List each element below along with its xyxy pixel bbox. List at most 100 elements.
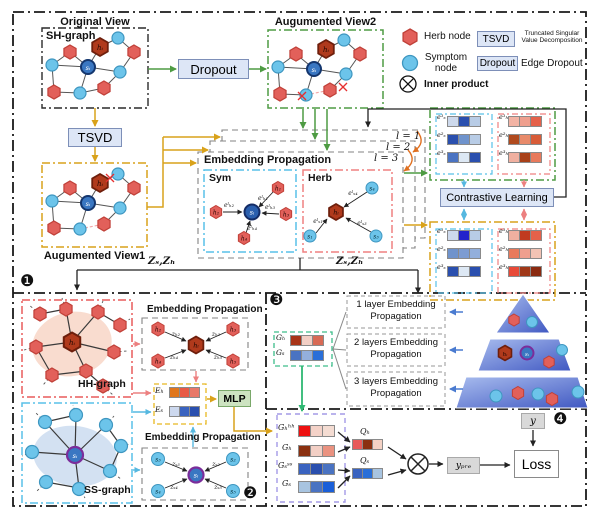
svg-text:h₄: h₄ [241,236,248,243]
legend-icons [399,29,419,93]
mlp-box: MLP [218,390,251,407]
layer-3-label: l = 3 [374,153,399,164]
legend-tsvd-desc: Truncated Singular Value Decomposition [521,30,583,45]
emb-label: e³ₛ [437,149,446,157]
augmented-view1-graph [46,168,140,235]
svg-text:eˡₛ₃: eˡₛ₃ [357,220,367,227]
g-hh-label: Gₕʰʰ [278,423,295,432]
hh-graph [23,298,130,395]
svg-text:h₄: h₄ [155,359,162,366]
svg-text:sᵢ: sᵢ [312,66,317,74]
g-h2-label: Gₕ [282,443,292,452]
g-s2-bar [298,481,335,493]
svg-text:hᵢ: hᵢ [97,44,104,52]
emb-label: e¹ₛ [437,113,446,121]
augmented-view2-label: Augumented View2 [274,16,377,28]
svg-text:zₛ₅: zₛ₅ [213,484,222,491]
section-1-marker: ❶ [20,273,35,290]
symptom-node-icon [401,54,419,72]
loss-box: Loss [514,450,559,478]
svg-text:eˡₛ₄: eˡₛ₄ [348,190,358,197]
svg-text:zₕ₂: zₕ₂ [171,331,181,338]
q-h-bar [352,439,383,450]
section-3-marker: ❸ [269,292,284,309]
g-h-label: Gₕ [276,333,286,342]
embedding-bar [447,116,481,127]
svg-text:eˡₕ₂: eˡₕ₂ [224,202,235,209]
svg-text:s₃: s₃ [155,457,161,464]
svg-text:h₅: h₅ [230,359,237,366]
svg-text:sᵢ: sᵢ [194,472,199,480]
embedding-bar [447,266,481,277]
section-2-marker: ❷ [243,485,258,502]
tsvd-box: TSVD [68,128,122,147]
ss-graph [21,404,132,499]
svg-text:hᵢ: hᵢ [503,352,508,358]
embedding-bar [508,230,542,241]
ss-graph-label: SS-graph [84,484,131,496]
hh-ep-title: Embedding Propagation [147,304,263,315]
region-boxes [21,27,556,504]
g-ss-label: Gₛˢˢ [278,461,293,470]
pyramid [455,293,589,408]
z-output-right: Zₛ,Zₕ [336,256,364,267]
svg-text:s₂: s₂ [230,457,236,464]
inner-product-icon [407,453,429,475]
yellow-arrows [91,108,428,435]
contrastive-learning-box: Contrastive Learning [440,188,554,207]
bracket-lines [332,311,347,390]
svg-text:sᵢ: sᵢ [86,64,91,72]
hh-graph-label: HH-graph [78,378,126,390]
blue-arrows [449,308,463,393]
dropout-box: Dropout [178,59,249,79]
black-arrows [74,108,567,489]
inner-product-icon [399,75,417,93]
hh-ep-subgraph [152,322,239,368]
svg-text:sᵢ: sᵢ [250,209,255,217]
g-ss-bar [298,463,335,475]
svg-text:hᵢ: hᵢ [323,46,330,54]
svg-text:sᵢ: sᵢ [73,452,78,460]
g-s-label: Gₛ [276,348,285,357]
emb-label: e³ₕ [499,263,509,271]
svg-text:eˡₕ₄: eˡₕ₄ [247,225,258,232]
z-output-left: Zₛ,Zₕ [148,256,176,267]
svg-text:zₛ₃: zₛ₃ [171,461,180,468]
embedding-bar [447,152,481,163]
g-s2-label: Gₛ [282,479,292,488]
emb-label: e¹ₛ [437,227,446,235]
ep-sym-subgraph [210,182,291,245]
legend-inner-product-label: Inner product [424,79,489,90]
original-view-label: Original View [60,16,130,28]
layer-box-2: 2 layers Embedding Propagation [354,337,438,360]
emb-label: e³ₕ [499,149,509,157]
embedding-bar [508,116,542,127]
augmented-view2-graph [272,34,366,101]
section-4-marker: ❹ [553,411,568,428]
emb-label: e¹ₕ [499,227,509,235]
layer-1-label: l = 1 [396,131,421,142]
layer-2-label: l = 2 [386,142,411,153]
green-arrows [148,65,428,177]
svg-text:h₂: h₂ [213,210,220,217]
svg-text:h₃: h₃ [230,327,237,334]
embedding-bar [508,152,542,163]
svg-text:sᵢ: sᵢ [525,352,529,358]
svg-text:zₛ₄: zₛ₄ [169,484,178,491]
svg-text:hᵢ: hᵢ [97,180,104,188]
e-h-label: Eₕ [155,386,164,395]
svg-text:s₃: s₃ [373,234,379,241]
svg-text:h₂: h₂ [155,327,162,334]
dropped-edge-x-icon [105,173,115,183]
embedding-bar [508,248,542,259]
ep-layer-stack [197,129,426,259]
legend-symptom-label: Symptom node [424,52,468,74]
legend-tsvd-box: TSVD [477,31,515,47]
svg-text:s₅: s₅ [230,489,236,496]
augmented-view1-label: Augumented View1 [43,250,146,262]
emb-label: e¹ₕ [499,113,509,121]
legend-dropout-box: Dropout [477,56,518,71]
svg-text:hᵢ: hᵢ [193,342,199,350]
